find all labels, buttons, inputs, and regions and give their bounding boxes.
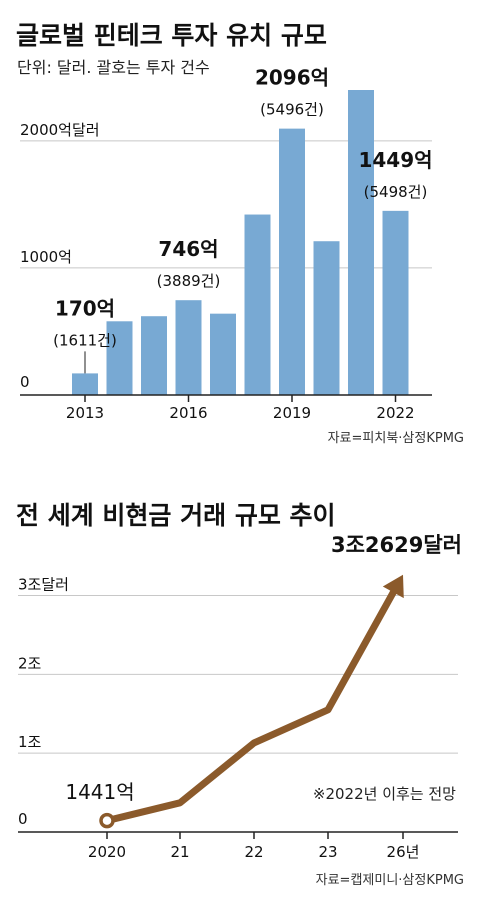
line-arrowhead xyxy=(382,574,404,599)
bar-value-label: 170억 xyxy=(55,296,115,320)
bar-2020 xyxy=(313,241,340,395)
bar-2015 xyxy=(141,316,167,395)
line-chart-start-label: 1441억 xyxy=(65,780,134,804)
line-series xyxy=(103,587,398,825)
bar-2014 xyxy=(106,321,133,395)
bar-y-tick-label: 0 xyxy=(20,373,30,391)
line-start-point xyxy=(99,812,115,829)
bar-x-tick-label: 2013 xyxy=(66,404,104,422)
bar-chart-annotations: 170억 (1611건) 746억 (3889건) 2096억 (5496건) 1449억 (… xyxy=(53,66,433,374)
line-x-tick-label: 22 xyxy=(244,843,263,861)
line-chart-x-axis: 2020 21 22 23 26년 xyxy=(18,831,458,861)
line-chart-end-label: 3조2629달러 xyxy=(331,533,462,557)
bar-y-tick-label: 2000억달러 xyxy=(20,121,100,139)
bar-chart-subtitle: 단위: 달러. 괄호는 투자 건수 xyxy=(17,58,210,77)
fintech-investment-bar-chart: 글로벌 핀테크 투자 유치 규모 단위: 달러. 괄호는 투자 건수 0 1000… xyxy=(16,21,464,446)
bar-count-label: (5496건) xyxy=(260,101,324,119)
bar-count-label: (3889건) xyxy=(157,272,221,290)
line-chart-source: 자료=캡제미니·삼정KPMG xyxy=(316,873,464,888)
line-x-tick-label: 26년 xyxy=(387,843,420,861)
line-x-tick-label: 2020 xyxy=(88,843,126,861)
line-chart-note: ※2022년 이후는 전망 xyxy=(313,785,456,803)
bar-x-tick-label: 2022 xyxy=(376,404,414,422)
bar-2013 xyxy=(72,373,98,395)
line-y-tick-label: 3조달러 xyxy=(18,576,69,594)
bar-chart-source: 자료=피치북·삼정KPMG xyxy=(328,431,464,446)
bar-value-label: 746억 xyxy=(158,237,218,261)
bar-chart-x-axis: 2013 2016 2019 2022 xyxy=(20,394,432,422)
bar-value-label: 2096억 xyxy=(255,66,329,90)
line-x-tick-label: 23 xyxy=(318,843,337,861)
bar-2022 xyxy=(382,210,409,395)
bar-x-tick-label: 2019 xyxy=(273,404,311,422)
line-chart-gridlines: 0 1조 2조 3조달러 xyxy=(18,576,458,828)
line-y-tick-label: 2조 xyxy=(18,654,42,672)
line-chart-title: 전 세계 비현금 거래 규모 추이 xyxy=(16,501,336,530)
bar-chart-bars xyxy=(72,90,409,395)
line-y-tick-label: 1조 xyxy=(18,733,42,751)
line-x-tick-label: 21 xyxy=(170,843,189,861)
bar-2018 xyxy=(244,214,271,395)
bar-value-label: 1449억 xyxy=(358,148,432,172)
line-y-tick-label: 0 xyxy=(18,810,28,828)
bar-x-tick-label: 2016 xyxy=(169,404,207,422)
bar-2016 xyxy=(175,300,202,395)
bar-2017 xyxy=(210,313,236,395)
cashless-transactions-line-chart: 전 세계 비현금 거래 규모 추이 0 1조 2조 3조달러 2020 21 22 23 26… xyxy=(16,501,464,888)
bar-count-label: (1611건) xyxy=(53,331,117,349)
bar-chart-title: 글로벌 핀테크 투자 유치 규모 xyxy=(16,21,327,50)
fintech-investment-panel: 글로벌 핀테크 투자 유치 규모 단위: 달러. 괄호는 투자 건수 0 1000… xyxy=(16,21,464,446)
bar-2019 xyxy=(279,128,305,395)
bar-y-tick-label: 1000억 xyxy=(20,248,72,266)
bar-count-label: (5498건) xyxy=(364,183,428,201)
cashless-transactions-panel: 전 세계 비현금 거래 규모 추이 0 1조 2조 3조달러 2020 21 22 23 26… xyxy=(0,464,480,912)
line-chart-series xyxy=(99,574,404,829)
bar-2021 xyxy=(348,90,374,395)
